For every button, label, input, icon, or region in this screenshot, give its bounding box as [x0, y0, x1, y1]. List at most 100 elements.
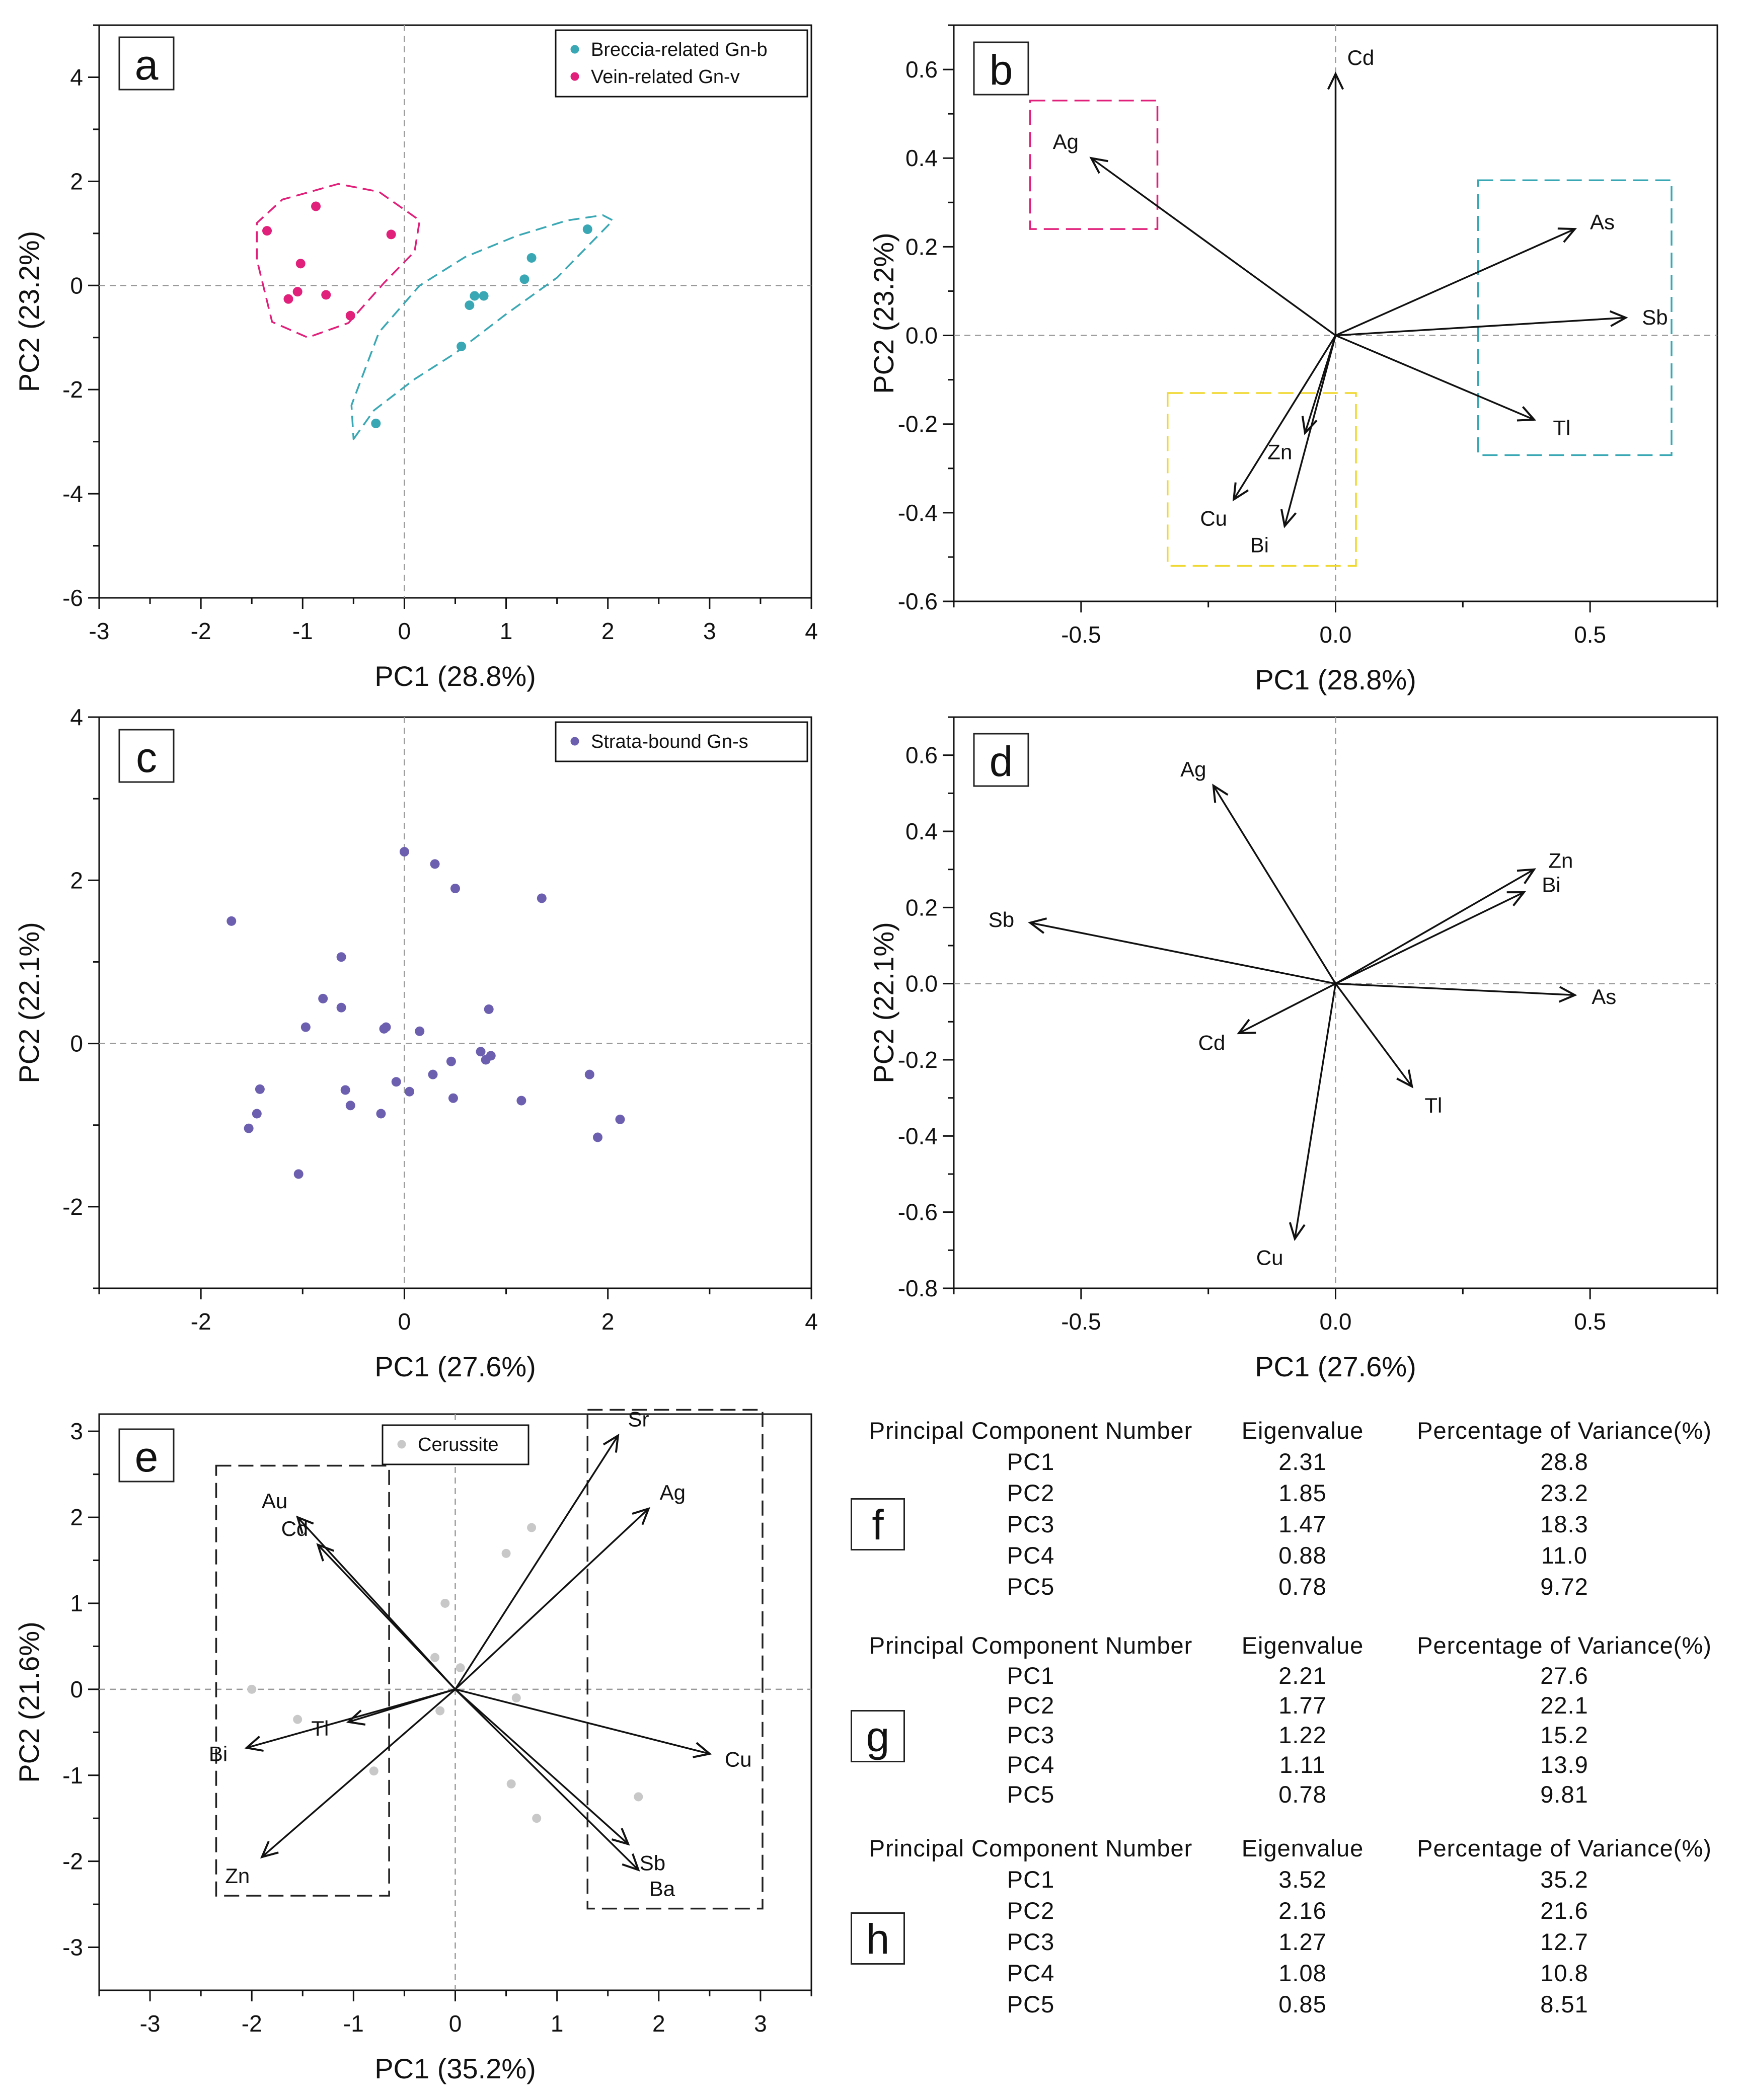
table-cell: 2.31 [1278, 1448, 1327, 1475]
group-envelope [350, 214, 614, 440]
panel-label-box [118, 729, 175, 783]
loading-vector [1283, 335, 1337, 526]
x-tick-label: 2 [601, 1308, 615, 1335]
vector-arrowhead [316, 1543, 335, 1562]
vector-label: Tl [1424, 1094, 1442, 1117]
vector-label: Tl [311, 1717, 329, 1740]
loading-vector [455, 1688, 710, 1755]
panel-a: -3 -2 -1 0 1 2 3 4 -6 -4 -2 0 2 4 PC1 (28.8%) PC2 (23.2… [13, 24, 818, 692]
group-box [1477, 179, 1673, 456]
vector-arrowhead [1289, 1222, 1306, 1241]
loading-vector [1335, 334, 1535, 421]
x-axis-label: PC1 (28.8%) [1255, 664, 1416, 695]
loading-vector [1335, 228, 1575, 337]
table-cell: 27.6 [1540, 1662, 1588, 1689]
loading-vector [455, 1688, 639, 1871]
panel-label-b: b [990, 46, 1013, 94]
loading-vector [348, 1688, 456, 1723]
table-cell: 13.9 [1540, 1751, 1588, 1778]
data-point [526, 253, 537, 263]
y-tick-label: 0.0 [905, 971, 938, 997]
vector-arrowhead [1028, 917, 1047, 934]
vector-label: Cd [1347, 46, 1375, 69]
table-cell: 0.88 [1278, 1542, 1327, 1569]
x-tick-label: 0.0 [1320, 621, 1352, 648]
table-cell: PC4 [1007, 1751, 1055, 1778]
vector-label: Sb [989, 908, 1014, 931]
panel-label-box [973, 733, 1029, 787]
panel-b: -0.5 0.0 0.5 -0.6 -0.4 -0.2 0.0 0.2 0.4 0.6 PC1 (2… [868, 24, 1718, 695]
x-tick-label: -1 [343, 2010, 364, 2037]
y-tick-label: 1 [70, 1590, 83, 1616]
data-point [486, 1051, 496, 1061]
table-row: PC2 1.77 22.1 [855, 1691, 1741, 1722]
data-point [386, 229, 396, 240]
vector-label: Zn [225, 1864, 250, 1888]
legend-marker [570, 737, 579, 746]
y-tick-label: -0.4 [898, 500, 938, 526]
data-point [593, 1132, 602, 1142]
y-tick-label: -0.4 [898, 1123, 938, 1149]
table-cell: 22.1 [1540, 1692, 1588, 1719]
table-cell: PC2 [1007, 1897, 1055, 1924]
x-tick-label: 0 [398, 1308, 411, 1335]
vector-label: Cd [1198, 1031, 1226, 1054]
table-cell: PC5 [1007, 1781, 1055, 1808]
data-point [519, 274, 529, 284]
data-point [369, 1766, 379, 1776]
data-point [300, 1022, 311, 1032]
panel-label-box [973, 41, 1029, 96]
vector-label: Ag [1053, 130, 1079, 153]
y-axis-label: PC2 (23.2%) [868, 232, 899, 394]
x-tick-label: 2 [601, 618, 615, 644]
header-pc-number: Principal Component Number [869, 1417, 1193, 1444]
table-cell: 1.85 [1278, 1480, 1327, 1506]
table-row: PC4 1.08 10.8 [855, 1959, 1741, 1989]
vector-arrowhead [1396, 1069, 1413, 1088]
vector-label: Cu [725, 1747, 752, 1771]
vector-label: As [1590, 210, 1615, 234]
panel-label-g: g [851, 1710, 905, 1762]
table-row: PC5 0.85 8.51 [855, 1990, 1741, 2020]
table-cell: PC2 [1007, 1480, 1055, 1506]
y-tick-label: -6 [62, 585, 83, 611]
y-tick-label: -0.6 [898, 588, 938, 614]
table-cell: 1.47 [1278, 1511, 1327, 1537]
x-tick-label: 3 [703, 618, 716, 644]
y-tick-label: 3 [70, 1418, 83, 1444]
vector-label: Bi [209, 1742, 228, 1765]
table-cell: 8.51 [1540, 1991, 1588, 2017]
data-point [456, 1663, 465, 1673]
table-cell: 9.81 [1540, 1781, 1588, 1808]
x-tick-label: 0.5 [1574, 621, 1606, 648]
vector-arrowhead [1327, 71, 1344, 90]
loading-vector [261, 1688, 456, 1858]
y-tick-label: -0.2 [898, 1047, 938, 1073]
data-point [479, 291, 489, 301]
data-point [448, 1093, 458, 1103]
data-point [430, 859, 440, 869]
header-variance: Percentage of Variance(%) [1417, 1417, 1712, 1444]
x-tick-label: 0 [449, 2010, 462, 2037]
y-tick-label: 0.0 [905, 323, 938, 349]
y-axis-label: PC2 (22.1%) [13, 922, 45, 1083]
legend-marker [570, 72, 579, 81]
data-point [318, 993, 328, 1003]
data-point [450, 884, 460, 893]
data-point [446, 1056, 456, 1066]
table-row: PC4 0.88 11.0 [855, 1541, 1741, 1572]
panel-label-e: e [135, 1433, 159, 1481]
data-point [532, 1814, 542, 1823]
legend-marker [397, 1440, 406, 1449]
table-g-header: Principal Component Number Eigenvalue Pe… [855, 1631, 1741, 1662]
vector-arrowhead [693, 1742, 712, 1758]
x-tick-label: 1 [551, 2010, 564, 2037]
x-tick-label: -2 [191, 1308, 211, 1335]
legend-box [382, 1424, 529, 1465]
table-cell: PC4 [1007, 1960, 1055, 1986]
y-axis-label: PC2 (21.6%) [13, 1621, 45, 1783]
y-tick-label: 0.4 [905, 818, 938, 844]
vector-label: Tl [1553, 416, 1570, 440]
table-cell: PC4 [1007, 1542, 1055, 1569]
table-cell: 0.78 [1278, 1781, 1327, 1808]
